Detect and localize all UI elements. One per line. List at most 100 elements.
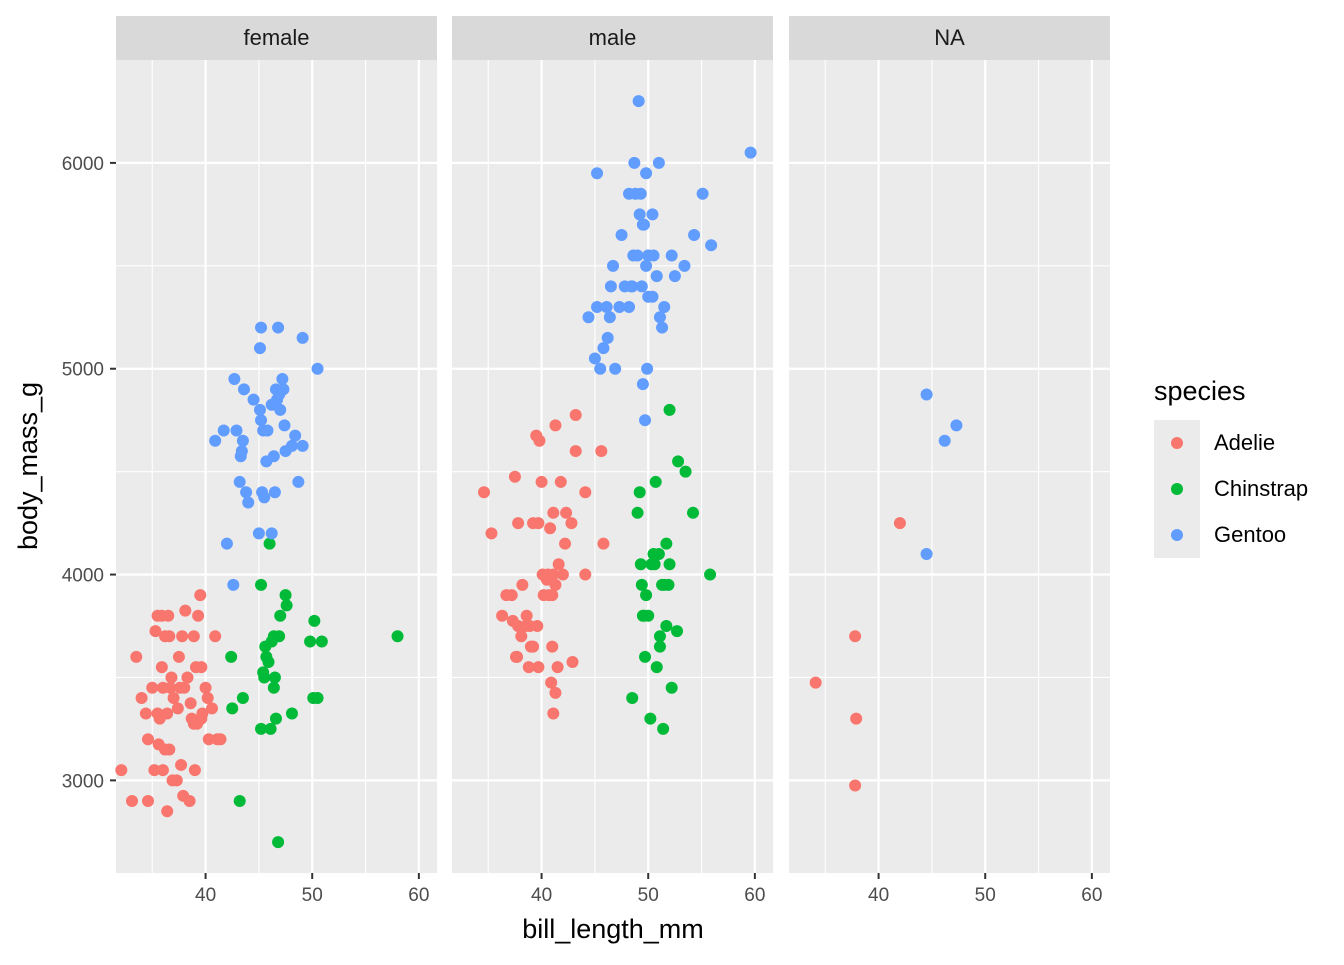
data-point-adelie <box>569 445 582 458</box>
data-point-adelie <box>535 475 548 488</box>
data-point-gentoo <box>603 311 616 324</box>
data-point-chinstrap <box>391 630 404 643</box>
data-point-adelie <box>130 650 143 663</box>
data-point-chinstrap <box>255 578 268 591</box>
data-point-gentoo <box>253 403 266 416</box>
data-point-adelie <box>170 774 183 787</box>
data-point-adelie <box>183 794 196 807</box>
data-point-chinstrap <box>274 609 287 622</box>
data-point-gentoo <box>631 249 644 262</box>
data-point-chinstrap <box>273 630 286 643</box>
data-point-gentoo <box>296 331 309 344</box>
data-point-adelie <box>164 681 177 694</box>
data-point-chinstrap <box>634 558 647 571</box>
data-point-chinstrap <box>285 707 298 720</box>
data-point-gentoo <box>646 290 659 303</box>
x-tick-label: 50 <box>302 885 323 906</box>
facet-strip-label: female <box>243 25 309 50</box>
data-point-adelie <box>527 640 540 653</box>
legend-label: Chinstrap <box>1214 476 1308 501</box>
data-point-adelie <box>559 537 572 550</box>
facet-strip <box>116 16 437 60</box>
data-point-chinstrap <box>660 620 673 633</box>
legend-title: species <box>1154 376 1246 406</box>
data-point-gentoo <box>285 439 298 452</box>
data-point-gentoo <box>920 388 933 401</box>
data-point-gentoo <box>652 156 665 169</box>
data-point-chinstrap <box>662 578 675 591</box>
data-point-adelie <box>556 568 569 581</box>
data-point-adelie <box>135 692 148 705</box>
x-tick-label: 50 <box>975 885 996 906</box>
data-point-gentoo <box>227 578 240 591</box>
data-point-adelie <box>551 661 564 674</box>
data-point-adelie <box>549 419 562 432</box>
data-point-adelie <box>579 486 592 499</box>
data-point-adelie <box>162 609 175 622</box>
data-point-gentoo <box>634 187 647 200</box>
data-point-adelie <box>809 676 822 689</box>
data-point-adelie <box>508 470 521 483</box>
data-point-adelie <box>149 625 162 638</box>
data-point-adelie <box>511 650 524 663</box>
data-point-chinstrap <box>639 650 652 663</box>
data-point-gentoo <box>252 527 265 540</box>
data-point-adelie <box>546 589 559 602</box>
data-point-gentoo <box>640 259 653 272</box>
data-point-chinstrap <box>644 712 657 725</box>
y-tick-label: 5000 <box>62 360 104 381</box>
x-tick-label: 40 <box>195 885 216 906</box>
x-tick-label: 60 <box>408 885 429 906</box>
data-point-adelie <box>199 681 212 694</box>
data-point-adelie <box>505 589 518 602</box>
data-point-chinstrap <box>262 656 275 669</box>
data-point-gentoo <box>696 187 709 200</box>
data-point-chinstrap <box>633 486 646 499</box>
data-point-gentoo <box>247 393 260 406</box>
data-point-gentoo <box>688 228 701 241</box>
data-point-chinstrap <box>665 681 678 694</box>
panel-background <box>789 60 1110 873</box>
x-tick-label: 40 <box>868 885 889 906</box>
data-point-gentoo <box>242 496 255 509</box>
data-point-chinstrap <box>648 558 661 571</box>
data-point-adelie <box>139 707 152 720</box>
data-point-adelie <box>176 630 189 643</box>
data-point-gentoo <box>233 475 246 488</box>
data-point-chinstrap <box>255 722 268 735</box>
data-point-gentoo <box>744 146 757 159</box>
facet-strip <box>452 16 773 60</box>
data-point-adelie <box>181 671 194 684</box>
facet-strip <box>789 16 1110 60</box>
data-point-adelie <box>178 681 191 694</box>
x-tick-label: 60 <box>744 885 765 906</box>
data-point-adelie <box>161 707 174 720</box>
data-point-adelie <box>209 630 222 643</box>
data-point-gentoo <box>289 429 302 442</box>
data-point-gentoo <box>604 280 617 293</box>
data-point-gentoo <box>705 239 718 252</box>
data-point-gentoo <box>277 383 290 396</box>
data-point-adelie <box>161 805 174 818</box>
data-point-chinstrap <box>657 722 670 735</box>
data-point-gentoo <box>217 424 230 437</box>
data-point-gentoo <box>678 259 691 272</box>
data-point-adelie <box>522 661 535 674</box>
data-point-adelie <box>192 609 205 622</box>
data-point-chinstrap <box>679 465 692 478</box>
data-point-chinstrap <box>663 558 676 571</box>
data-point-gentoo <box>632 95 645 108</box>
data-point-adelie <box>485 527 498 540</box>
data-point-adelie <box>549 578 562 591</box>
legend-marker-chinstrap <box>1171 483 1183 495</box>
data-point-gentoo <box>635 280 648 293</box>
data-point-chinstrap <box>225 650 238 663</box>
data-point-chinstrap <box>311 692 324 705</box>
data-point-adelie <box>560 506 573 519</box>
data-point-gentoo <box>628 156 641 169</box>
data-point-adelie <box>547 506 560 519</box>
data-point-adelie <box>155 661 168 674</box>
data-point-adelie <box>552 558 565 571</box>
